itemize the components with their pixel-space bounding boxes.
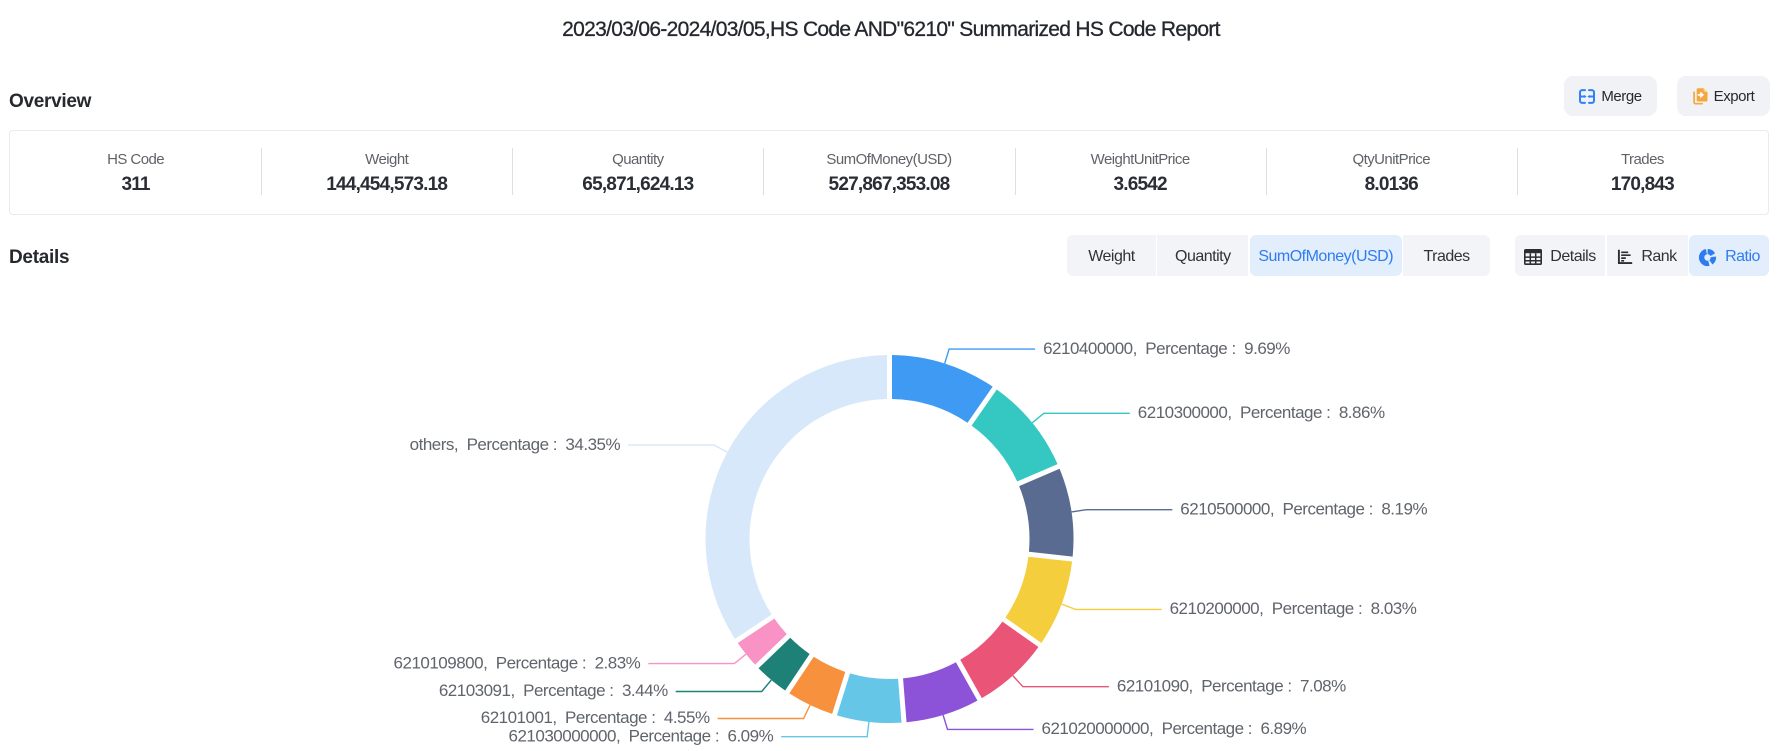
svg-text:6210109800, Percentage : 2.8: 6210109800, Percentage : 2.83% [394,653,641,672]
svg-text:6210500000, Percentage : 8.1: 6210500000, Percentage : 8.19% [1180,499,1427,518]
svg-text:6210300000, Percentage : 8.8: 6210300000, Percentage : 8.86% [1138,403,1385,422]
svg-text:62103091, Percentage : 3.44%: 62103091, Percentage : 3.44% [439,681,668,700]
svg-text:62101001, Percentage : 4.55%: 62101001, Percentage : 4.55% [481,708,710,727]
svg-text:6210400000, Percentage : 9.6: 6210400000, Percentage : 9.69% [1043,339,1290,358]
svg-text:621030000000, Percentage : 6: 621030000000, Percentage : 6.09% [509,726,774,745]
svg-text:62101090, Percentage : 7.08%: 62101090, Percentage : 7.08% [1117,676,1346,695]
svg-text:621020000000, Percentage : 6: 621020000000, Percentage : 6.89% [1042,719,1307,738]
svg-text:others, Percentage : 34.35%: others, Percentage : 34.35% [410,435,621,454]
svg-text:6210200000, Percentage : 8.0: 6210200000, Percentage : 8.03% [1170,599,1417,618]
